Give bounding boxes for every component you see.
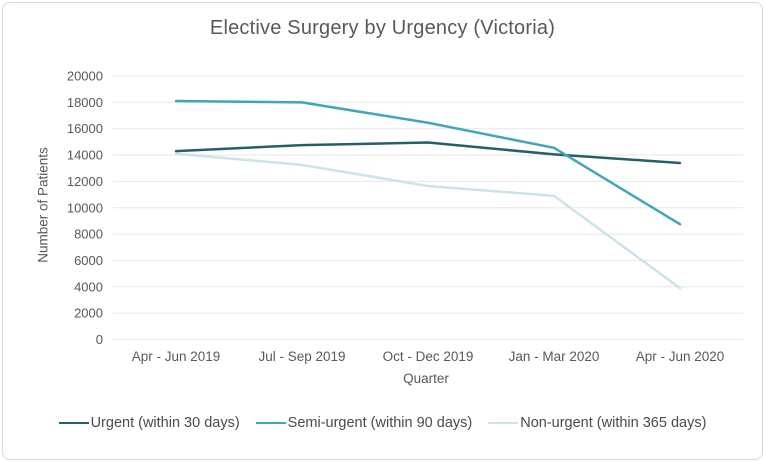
legend-swatch-non-urgent xyxy=(488,421,519,425)
legend-item-semi-urgent: Semi-urgent (within 90 days) xyxy=(255,415,473,431)
series-line-semi-urgent xyxy=(174,99,682,226)
series-line-urgent xyxy=(174,141,682,165)
y-tick-label: 8000 xyxy=(74,227,103,242)
y-tick-label: 4000 xyxy=(74,279,103,294)
y-tick-label: 12000 xyxy=(67,174,103,189)
x-tick-label: Jan - Mar 2020 xyxy=(509,349,600,364)
x-tick-label: Apr - Jun 2019 xyxy=(132,349,221,364)
chart-title: Elective Surgery by Urgency (Victoria) xyxy=(209,17,556,39)
y-axis-title: Number of Patients xyxy=(35,147,51,263)
x-tick-label: Jul - Sep 2019 xyxy=(258,349,345,364)
x-tick-label: Oct - Dec 2019 xyxy=(383,349,474,364)
legend-item-non-urgent: Non-urgent (within 365 days) xyxy=(488,415,706,431)
y-tick-label: 20000 xyxy=(67,69,103,84)
legend: Urgent (within 30 days) Semi-urgent (wit… xyxy=(3,415,762,431)
legend-swatch-urgent xyxy=(58,421,89,425)
y-tick-label: 18000 xyxy=(67,95,103,110)
legend-item-urgent: Urgent (within 30 days) xyxy=(58,415,240,431)
y-tick-label: 2000 xyxy=(74,306,103,321)
legend-label-non-urgent: Non-urgent (within 365 days) xyxy=(520,415,707,431)
y-tick-label: 0 xyxy=(96,332,103,347)
y-tick-label: 14000 xyxy=(67,148,103,163)
line-chart: 0 2000 4000 6000 8000 10000 12000 14000 16000 180… xyxy=(67,69,743,364)
x-axis-title: Quarter xyxy=(403,371,449,386)
legend-label-urgent: Urgent (within 30 days) xyxy=(90,415,240,431)
y-tick-label: 10000 xyxy=(67,200,103,215)
legend-swatch-semi-urgent xyxy=(255,421,286,425)
y-tick-label: 6000 xyxy=(74,253,103,268)
legend-label-semi-urgent: Semi-urgent (within 90 days) xyxy=(287,415,473,431)
y-tick-label: 16000 xyxy=(67,121,103,136)
x-tick-label: Apr - Jun 2020 xyxy=(636,349,725,364)
series-line-non-urgent xyxy=(174,152,682,290)
